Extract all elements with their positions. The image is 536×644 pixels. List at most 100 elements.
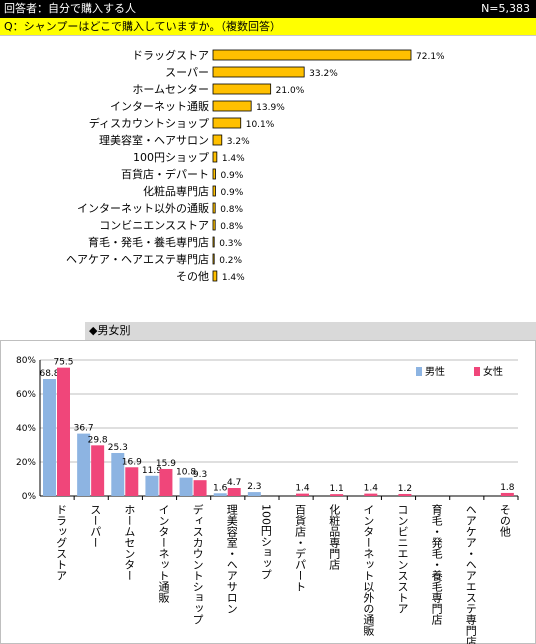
data-label: 1.4% <box>222 154 245 164</box>
legend-swatch <box>474 367 480 376</box>
y-tick-label: 40% <box>16 424 36 434</box>
category-label: ディスカウントショップ <box>89 116 209 130</box>
x-category-label: 理美容室・ヘアサロン <box>225 504 238 614</box>
bar <box>159 468 173 496</box>
bar <box>212 270 218 282</box>
bar <box>212 151 218 163</box>
data-label: 1.1 <box>329 484 343 494</box>
section-header: ◆男女別 <box>85 322 536 340</box>
x-category-label: インターネット通販 <box>157 504 170 604</box>
bar <box>212 219 216 231</box>
y-tick-label: 80% <box>16 356 36 366</box>
data-label: 68.8 <box>39 369 59 379</box>
data-label: 11.9 <box>142 466 162 476</box>
category-label: ホームセンター <box>132 83 209 96</box>
data-label: 0.3% <box>219 239 242 249</box>
category-label: 理美容室・ヘアサロン <box>99 133 209 147</box>
x-category-label: その他 <box>498 504 511 537</box>
bar <box>500 492 514 496</box>
x-category-label: 育毛・発毛・養毛専門店 <box>430 503 443 625</box>
category-label: ヘアケア・ヘアエステ専門店 <box>66 252 209 266</box>
data-label: 0.2% <box>219 256 242 266</box>
bar <box>330 494 344 496</box>
bar <box>145 475 159 496</box>
data-label: 13.9% <box>256 103 285 113</box>
legend-label: 男性 <box>425 365 445 378</box>
data-label: 1.8 <box>500 483 515 493</box>
legend-label: 女性 <box>483 365 503 378</box>
question-bar: Q：シャンプーはどこで購入していますか。（複数回答） <box>0 18 536 36</box>
gender-bar-chart: 0% 20% 40% 60% 80%68.875.5 ドラッグストア 36.729.8 スーパ… <box>0 340 536 644</box>
x-category-label: 100円ショップ <box>259 504 272 580</box>
y-tick-label: 60% <box>16 390 36 400</box>
data-label: 1.6 <box>213 483 228 493</box>
data-label: 21.0% <box>276 86 305 96</box>
x-category-label: ヘアケア・ヘアエステ専門店 <box>464 504 477 644</box>
overall-bar-chart: ドラッグストア 72.1% スーパー 33.2% ホームセンター 21.0% インターネット… <box>66 48 445 283</box>
bar <box>91 445 105 496</box>
data-label: 0.9% <box>220 171 243 181</box>
bar <box>227 488 241 496</box>
bar <box>212 83 272 95</box>
bar <box>364 493 378 496</box>
data-label: 4.7 <box>227 478 241 488</box>
data-label: 25.3 <box>108 443 128 453</box>
top-bar: 回答者：自分で購入する人 N=5,383 <box>0 0 536 18</box>
section-title: ◆男女別 <box>89 324 131 337</box>
x-category-label: インターネット以外の通販 <box>362 504 375 637</box>
category-label: インターネット以外の通販 <box>77 202 209 215</box>
bar <box>212 185 216 197</box>
x-category-label: コンビニエンスストア <box>396 504 409 614</box>
x-category-label: 化粧品専門店 <box>328 503 341 570</box>
bar <box>212 253 215 265</box>
data-label: 10.8 <box>176 468 196 478</box>
bar <box>212 236 215 248</box>
data-label: 29.8 <box>88 435 108 445</box>
data-label: 9.3 <box>193 470 207 480</box>
category-label: コンビニエンスストア <box>99 219 209 232</box>
data-label: 36.7 <box>74 424 94 434</box>
data-label: 72.1% <box>416 52 445 62</box>
data-label: 0.8% <box>220 205 243 215</box>
bar <box>212 49 412 61</box>
y-tick-label: 20% <box>16 458 36 468</box>
data-label: 15.9 <box>156 459 176 469</box>
question-text: Q：シャンプーはどこで購入していますか。（複数回答） <box>4 20 281 33</box>
bar <box>111 452 125 496</box>
x-category-label: 百貨店・デパート <box>294 504 307 592</box>
data-label: 75.5 <box>53 358 73 368</box>
bar <box>179 477 193 496</box>
data-label: 1.4 <box>295 484 310 494</box>
category-label: 化粧品専門店 <box>143 184 209 198</box>
x-category-label: ディスカウントショップ <box>191 503 204 625</box>
bar <box>212 202 216 214</box>
data-label: 1.4% <box>222 273 245 283</box>
category-label: ドラッグストア <box>132 48 209 62</box>
bar <box>212 117 242 129</box>
category-label: 育毛・発毛・養毛専門店 <box>88 235 209 249</box>
data-label: 1.4 <box>364 484 379 494</box>
y-tick-label: 0% <box>22 492 37 502</box>
category-label: インターネット通販 <box>110 100 209 113</box>
bar <box>212 168 216 180</box>
x-category-label: ドラッグストア <box>55 504 68 581</box>
data-label: 2.3 <box>247 482 261 492</box>
data-label: 1.2 <box>398 484 412 494</box>
data-label: 10.1% <box>246 120 275 130</box>
bar <box>213 493 227 496</box>
data-label: 0.8% <box>220 222 243 232</box>
bar <box>296 493 309 496</box>
data-label: 3.2% <box>227 137 250 147</box>
bar <box>193 480 207 496</box>
category-label: その他 <box>176 270 209 283</box>
legend-swatch <box>416 367 422 376</box>
bar <box>398 493 412 496</box>
data-label: 0.9% <box>220 188 243 198</box>
data-label: 16.9 <box>122 457 142 467</box>
category-label: スーパー <box>165 66 209 79</box>
sample-size: N=5,383 <box>481 2 530 15</box>
respondent-label: 回答者：自分で購入する人 <box>4 2 136 15</box>
bar <box>247 492 261 496</box>
bar <box>77 433 91 496</box>
x-category-label: スーパー <box>89 504 102 548</box>
